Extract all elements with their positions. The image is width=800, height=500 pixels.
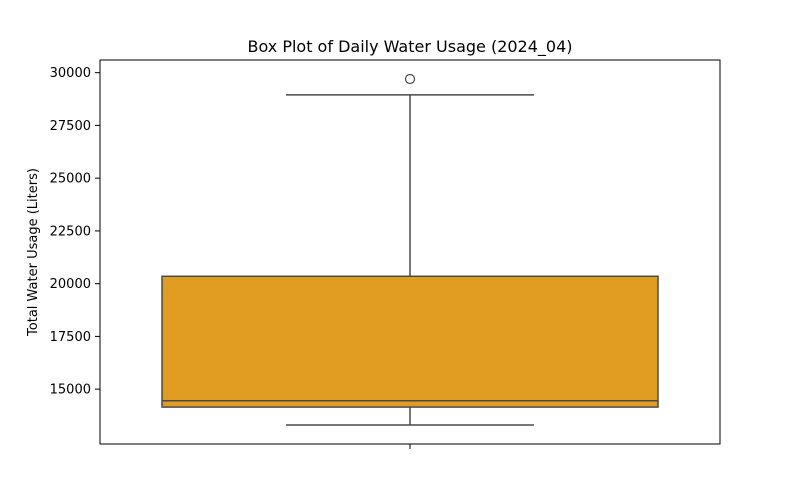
- y-tick-label: 30000: [50, 66, 91, 81]
- y-tick-label: 17500: [50, 330, 91, 345]
- outlier-point: [404, 73, 416, 85]
- plot-area: 15000 17500 20000 22500 25000 27500 30000: [50, 59, 721, 449]
- y-tick-label: 25000: [50, 172, 91, 187]
- y-tick-label: 22500: [50, 224, 91, 239]
- y-tick-label: 20000: [50, 277, 91, 292]
- chart-title: Box Plot of Daily Water Usage (2024_04): [247, 37, 572, 57]
- iqr-box: [161, 275, 659, 408]
- y-tick-label: 27500: [50, 119, 91, 134]
- y-axis-label: Total Water Usage (Liters): [26, 168, 41, 337]
- y-tick-label: 15000: [50, 383, 91, 398]
